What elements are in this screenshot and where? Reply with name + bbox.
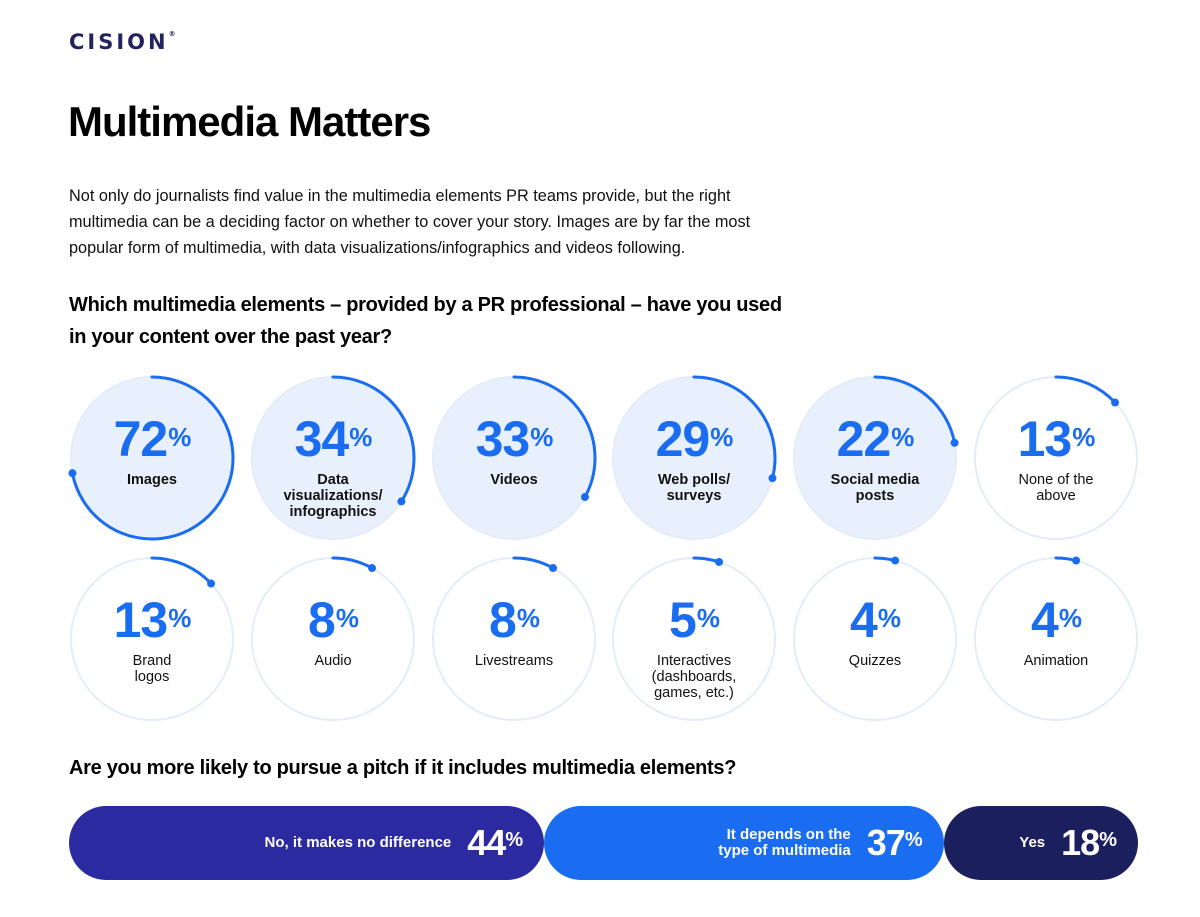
bar-label: No, it makes no difference	[264, 834, 452, 851]
label-none-of-the-above: None of the above	[1018, 472, 1094, 504]
value-data-visualizations-infographics: 34%	[294, 411, 373, 467]
page-title: Multimedia Matters	[68, 98, 431, 145]
label-brand-logos: Brand logos	[132, 653, 172, 685]
label-data-visualizations-infographics: Data visualizations/infographics	[283, 472, 383, 520]
arc-brand-logos	[150, 556, 213, 586]
arc-end-dot-data-visualizations-infographics	[397, 497, 406, 506]
label-social-media-posts: Social media posts	[830, 472, 920, 504]
label-interactives-dashboards-games-etc: Interactives (dashboards, games, etc.)	[651, 653, 737, 701]
label-web-polls-surveys: Web polls/surveys	[657, 472, 731, 504]
value-animation: 4%	[1031, 592, 1082, 648]
arc-end-dot-audio	[368, 564, 377, 573]
arc-end-dot-web-polls-surveys	[768, 474, 777, 483]
cision-logo: CISION®	[69, 30, 176, 54]
arc-web-polls-surveys	[692, 375, 777, 480]
value-web-polls-surveys: 29%	[655, 411, 734, 467]
arc-videos	[512, 375, 597, 499]
value-quizzes: 4%	[850, 592, 901, 648]
bar-it-depends: It depends on the type of multimedia 37%	[544, 806, 944, 880]
bar-value: 18%	[1061, 822, 1117, 863]
value-social-media-posts: 22%	[836, 411, 915, 467]
label-quizzes: Quizzes	[848, 653, 902, 669]
value-images: 72%	[113, 411, 192, 467]
question-2-heading: Are you more likely to pursue a pitch if…	[69, 757, 737, 779]
bar-label: It depends on the type of multimedia	[718, 826, 851, 859]
value-videos: 33%	[475, 411, 554, 467]
value-none-of-the-above: 13%	[1017, 411, 1096, 467]
logo-trademark: ®	[168, 30, 176, 38]
value-livestreams: 8%	[489, 592, 540, 648]
label-videos: Videos	[490, 472, 538, 488]
bar-yes: Yes 18%	[943, 806, 1138, 880]
label-animation: Animation	[1023, 653, 1089, 669]
arc-end-dot-brand-logos	[207, 579, 216, 588]
arc-end-dot-none-of-the-above	[1111, 398, 1120, 407]
arc-end-dot-images	[68, 469, 77, 478]
arc-end-dot-interactives-dashboards-games-etc	[715, 557, 724, 566]
arc-end-dot-quizzes	[891, 556, 900, 565]
label-images: Images	[127, 472, 177, 488]
arc-end-dot-social-media-posts	[950, 438, 959, 447]
label-livestreams: Livestreams	[474, 653, 554, 669]
bar-no-difference: No, it makes no difference 44%	[69, 806, 545, 880]
value-interactives-dashboards-games-etc: 5%	[669, 592, 720, 648]
value-brand-logos: 13%	[113, 592, 192, 648]
value-audio: 8%	[308, 592, 359, 648]
logo-text: CISION	[69, 30, 169, 54]
arc-images	[70, 375, 235, 541]
label-audio: Audio	[314, 653, 352, 669]
bar-value: 37%	[866, 822, 923, 863]
arc-social-media-posts	[873, 375, 957, 445]
arc-end-dot-videos	[580, 493, 589, 502]
arc-none-of-the-above	[1054, 375, 1117, 405]
bar-value: 44%	[467, 822, 523, 863]
question-1-heading: Which multimedia elements – provided by …	[69, 294, 782, 348]
arc-end-dot-animation	[1072, 556, 1081, 565]
bar-label: Yes	[1019, 834, 1046, 851]
arc-data-visualizations-infographics	[331, 375, 416, 503]
intro-paragraph: Not only do journalists find value in th…	[69, 187, 751, 257]
arc-end-dot-livestreams	[549, 564, 558, 573]
